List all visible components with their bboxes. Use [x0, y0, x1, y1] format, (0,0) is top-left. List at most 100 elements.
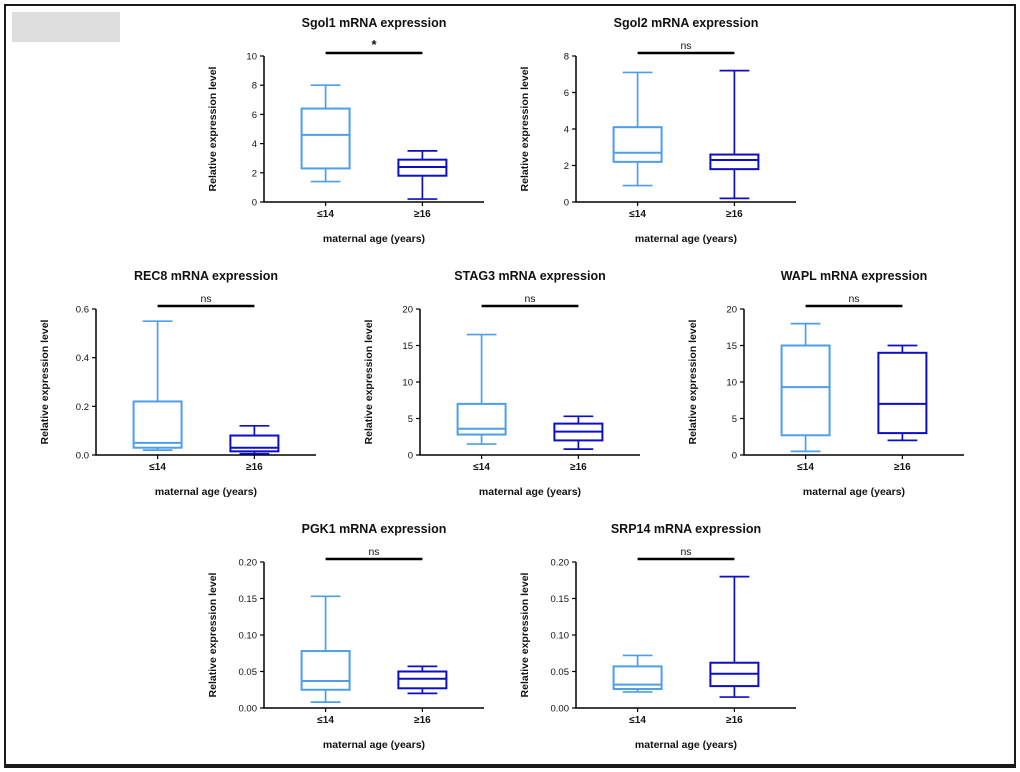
x-tick-label: ≥16: [414, 209, 431, 220]
box-group-1: [612, 665, 663, 691]
y-tick-label: 6: [564, 88, 569, 99]
x-axis-label: maternal age (years): [323, 739, 425, 751]
boxplot-svg: REC8 mRNA expression Relative expression …: [39, 269, 316, 498]
y-tick-label: 4: [564, 125, 569, 136]
y-tick-label: 8: [564, 52, 569, 63]
y-tick-label: 0.0: [76, 451, 89, 462]
y-tick-label: 0.2: [76, 402, 89, 413]
boxplot-svg: SRP14 mRNA expression Relative expression…: [519, 522, 796, 751]
y-tick-label: 0.10: [239, 631, 258, 642]
y-axis-label: Relative expression level: [687, 319, 699, 444]
y-tick-label: 0.00: [239, 704, 258, 715]
figure-frame: Sgol1 mRNA expression Relative expression…: [4, 4, 1016, 768]
y-tick-label: 20: [402, 305, 413, 316]
y-tick-label: 0.05: [239, 667, 258, 678]
chart-title: REC8 mRNA expression: [134, 269, 278, 283]
y-tick-label: 0.15: [551, 594, 570, 605]
x-axis-label: maternal age (years): [479, 486, 581, 498]
significance-label: ns: [200, 293, 211, 305]
y-tick-label: 0.20: [239, 558, 258, 569]
y-tick-label: 0.10: [551, 631, 570, 642]
y-tick-label: 15: [402, 341, 413, 352]
box-group-1: [300, 107, 351, 170]
significance-label: ns: [680, 546, 691, 558]
x-axis-label: maternal age (years): [155, 486, 257, 498]
boxplot-svg: Sgol2 mRNA expression Relative expression…: [519, 16, 796, 245]
chart-row-3: PGK1 mRNA expression Relative expression …: [6, 518, 1014, 754]
significance-label: ns: [368, 546, 379, 558]
box-group-2: [229, 434, 280, 453]
chart-wapl: WAPL mRNA expression Relative expression …: [684, 265, 984, 501]
box-group-1: [132, 400, 183, 449]
y-tick-label: 0.20: [551, 558, 570, 569]
chart-srp14: SRP14 mRNA expression Relative expression…: [516, 518, 816, 754]
y-axis-label: Relative expression level: [363, 319, 375, 444]
x-tick-label: ≥16: [414, 715, 431, 726]
chart-row-1: Sgol1 mRNA expression Relative expression…: [6, 12, 1014, 248]
y-axis-label: Relative expression level: [519, 572, 531, 697]
y-axis-label: Relative expression level: [39, 319, 51, 444]
x-tick-label: ≥16: [894, 462, 911, 473]
x-tick-label: ≤14: [317, 209, 334, 220]
y-tick-label: 10: [402, 378, 413, 389]
page-corner-artifact: [12, 12, 120, 42]
x-tick-label: ≥16: [570, 462, 587, 473]
x-tick-label: ≤14: [473, 462, 490, 473]
y-tick-label: 10: [246, 52, 257, 63]
y-tick-label: 0: [732, 451, 737, 462]
significance-label: *: [371, 37, 377, 52]
y-axis-label: Relative expression level: [207, 572, 219, 697]
chart-row-2: REC8 mRNA expression Relative expression …: [6, 265, 1014, 501]
y-tick-label: 0.00: [551, 704, 570, 715]
x-tick-label: ≥16: [246, 462, 263, 473]
boxplot-svg: PGK1 mRNA expression Relative expression …: [207, 522, 484, 751]
y-tick-label: 0: [408, 451, 413, 462]
x-axis-label: maternal age (years): [635, 739, 737, 751]
chart-pgk1: PGK1 mRNA expression Relative expression …: [204, 518, 504, 754]
boxplot-svg: Sgol1 mRNA expression Relative expression…: [207, 16, 484, 245]
box-group-1: [456, 402, 507, 436]
x-tick-label: ≤14: [317, 715, 334, 726]
y-tick-label: 0: [564, 198, 569, 209]
chart-title: Sgol2 mRNA expression: [614, 16, 759, 30]
y-tick-label: 0: [252, 198, 257, 209]
chart-stag3: STAG3 mRNA expression Relative expression…: [360, 265, 660, 501]
y-tick-label: 15: [726, 341, 737, 352]
x-tick-label: ≤14: [797, 462, 814, 473]
chart-title: PGK1 mRNA expression: [302, 522, 447, 536]
box-group-2: [709, 153, 760, 171]
y-tick-label: 4: [252, 139, 257, 150]
y-tick-label: 0.6: [76, 305, 89, 316]
y-tick-label: 2: [252, 168, 257, 179]
box-group-1: [300, 650, 351, 691]
x-axis-label: maternal age (years): [635, 233, 737, 245]
significance-label: ns: [848, 293, 859, 305]
chart-title: STAG3 mRNA expression: [454, 269, 605, 283]
box-group-2: [877, 351, 928, 435]
y-axis-label: Relative expression level: [207, 66, 219, 191]
box-group-1: [612, 126, 663, 163]
boxplot-svg: WAPL mRNA expression Relative expression …: [687, 269, 964, 498]
y-tick-label: 5: [408, 414, 413, 425]
x-axis-label: maternal age (years): [803, 486, 905, 498]
chart-title: WAPL mRNA expression: [781, 269, 928, 283]
chart-rec8: REC8 mRNA expression Relative expression …: [36, 265, 336, 501]
chart-title: Sgol1 mRNA expression: [302, 16, 447, 30]
x-tick-label: ≥16: [726, 715, 743, 726]
x-axis-label: maternal age (years): [323, 233, 425, 245]
y-tick-label: 0.05: [551, 667, 570, 678]
y-tick-label: 10: [726, 378, 737, 389]
chart-sgol2: Sgol2 mRNA expression Relative expression…: [516, 12, 816, 248]
y-axis-label: Relative expression level: [519, 66, 531, 191]
box-group-1: [780, 344, 831, 437]
y-tick-label: 0.15: [239, 594, 258, 605]
box-group-2: [397, 670, 448, 690]
significance-label: ns: [680, 40, 691, 52]
x-tick-label: ≤14: [629, 715, 646, 726]
x-tick-label: ≥16: [726, 209, 743, 220]
significance-label: ns: [524, 293, 535, 305]
boxplot-svg: STAG3 mRNA expression Relative expression…: [363, 269, 640, 498]
y-tick-label: 20: [726, 305, 737, 316]
x-tick-label: ≤14: [629, 209, 646, 220]
